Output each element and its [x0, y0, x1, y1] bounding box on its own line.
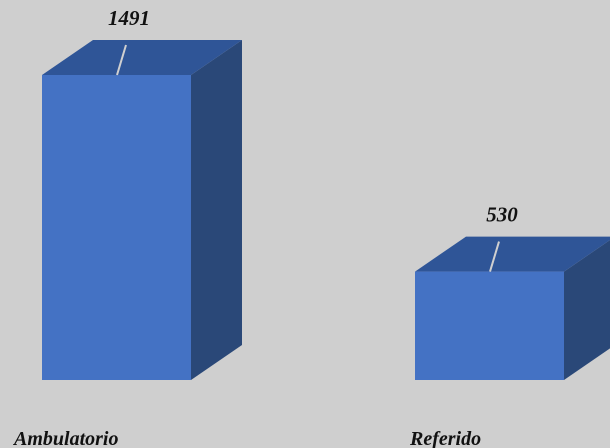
- data-label-referido: 530: [486, 203, 518, 227]
- bar-ambulatorio: [42, 75, 191, 380]
- bar-side-referido: [564, 240, 610, 380]
- bars-group: [42, 40, 610, 380]
- category-label-ambulatorio: Ambulatorio: [12, 428, 118, 448]
- category-label-referido: Referido: [409, 428, 481, 448]
- leader-line-ambulatorio: [116, 44, 127, 76]
- bar-side-ambulatorio: [191, 40, 242, 380]
- labels-group: 1491 Ambulatorio 530 Referido: [12, 6, 518, 448]
- bar-referido: [415, 271, 564, 380]
- leader-line-referido: [489, 241, 500, 272]
- bar-top-ambulatorio: [42, 40, 242, 75]
- data-label-ambulatorio: 1491: [108, 6, 150, 30]
- bar-top-referido: [415, 236, 610, 272]
